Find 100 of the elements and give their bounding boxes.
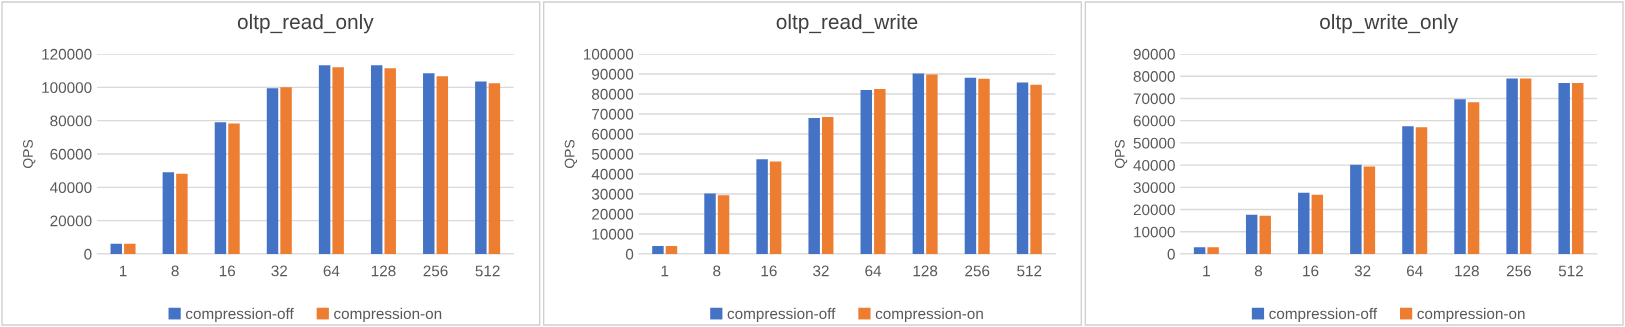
x-tick-label: 8 <box>713 265 721 277</box>
bar <box>228 123 240 254</box>
legend-label: compression-on <box>334 307 442 323</box>
bar <box>756 159 768 254</box>
y-tick-label: 100000 <box>42 82 92 94</box>
chart-title: oltp_write_only <box>1320 13 1459 34</box>
y-tick-label: 10000 <box>592 228 634 240</box>
chart-title: oltp_read_write <box>776 13 918 34</box>
bar <box>717 195 730 254</box>
y-tick-label: 70000 <box>592 108 634 120</box>
x-tick-label: 16 <box>761 265 777 277</box>
bar <box>1193 247 1206 254</box>
bar <box>1298 192 1310 254</box>
y-tick-label: 60000 <box>592 128 634 140</box>
bar <box>332 67 344 254</box>
y-tick-label: 20000 <box>1133 204 1175 216</box>
bar <box>769 161 782 254</box>
x-tick-label: 256 <box>965 265 990 277</box>
bar <box>1519 78 1532 254</box>
bar <box>1030 84 1042 254</box>
y-tick-label: 10000 <box>1134 226 1175 238</box>
bar <box>822 117 834 254</box>
bar <box>488 83 501 254</box>
bar <box>1259 215 1271 254</box>
y-tick-label: 30000 <box>591 188 634 200</box>
chart-title: oltp_read_only <box>237 13 374 34</box>
y-tick-label: 40000 <box>591 168 634 180</box>
x-tick-label: 512 <box>1017 265 1042 277</box>
x-tick-label: 64 <box>323 265 340 277</box>
legend-label: compression-off <box>727 307 836 323</box>
bar <box>1506 78 1518 254</box>
y-tick-label: 0 <box>1167 248 1175 260</box>
bar <box>926 74 938 254</box>
bar <box>423 73 435 254</box>
bar <box>1402 126 1414 254</box>
bar <box>110 243 122 254</box>
x-tick-label: 32 <box>271 265 288 277</box>
x-tick-label: 32 <box>1354 265 1371 277</box>
bar <box>704 193 716 254</box>
x-tick-label: 1 <box>119 265 127 277</box>
y-tick-label: 0 <box>625 248 634 260</box>
y-tick-label: 80000 <box>591 88 634 100</box>
y-tick-label: 30000 <box>1133 182 1175 194</box>
y-tick-label: 40000 <box>50 182 92 194</box>
x-tick-label: 512 <box>1558 265 1583 277</box>
y-tick-label: 90000 <box>1133 48 1175 60</box>
y-axis-title: QPS <box>23 139 36 169</box>
y-tick-label: 60000 <box>1133 115 1175 127</box>
y-tick-label: 50000 <box>1133 137 1175 149</box>
bar <box>1454 99 1466 254</box>
bar <box>860 90 872 254</box>
y-tick-label: 0 <box>84 248 92 260</box>
x-tick-label: 512 <box>475 265 500 277</box>
x-tick-label: 1 <box>1203 265 1210 277</box>
y-tick-label: 40000 <box>1133 159 1175 171</box>
bar <box>1467 102 1480 254</box>
y-tick-label: 20000 <box>50 215 92 227</box>
x-tick-label: 256 <box>423 265 448 277</box>
bar <box>912 73 925 254</box>
bar <box>874 89 886 254</box>
y-tick-label: 100000 <box>584 48 634 60</box>
bar <box>652 246 664 254</box>
legend-label: compression-on <box>875 307 983 323</box>
bar <box>1350 164 1362 254</box>
legend-label: compression-off <box>1269 307 1378 323</box>
y-axis-title: QPS <box>1114 139 1128 169</box>
y-tick-label: 20000 <box>592 208 634 220</box>
bar <box>475 81 487 254</box>
bar <box>1363 166 1376 254</box>
bar <box>1311 194 1324 254</box>
bar <box>1572 83 1584 254</box>
y-tick-label: 70000 <box>1133 93 1175 105</box>
legend-label: compression-on <box>1417 307 1525 323</box>
x-tick-label: 8 <box>1254 265 1263 277</box>
x-tick-label: 64 <box>865 265 882 277</box>
bar <box>280 87 292 254</box>
x-tick-label: 128 <box>1455 265 1479 277</box>
bar <box>1245 214 1258 254</box>
y-tick-label: 120000 <box>42 48 92 60</box>
bar <box>384 68 396 254</box>
y-tick-label: 80000 <box>50 115 92 127</box>
x-tick-label: 16 <box>219 265 236 277</box>
x-tick-label: 256 <box>1506 265 1531 277</box>
bar <box>1415 127 1428 254</box>
bar <box>266 88 279 254</box>
bar <box>1558 83 1570 254</box>
x-tick-label: 8 <box>171 265 179 277</box>
bar <box>370 65 383 254</box>
y-tick-label: 60000 <box>50 148 92 160</box>
y-axis-title: QPS <box>564 139 578 169</box>
bar <box>1016 82 1029 254</box>
x-tick-label: 128 <box>371 265 396 277</box>
x-tick-label: 16 <box>1303 265 1319 277</box>
x-tick-label: 128 <box>913 265 938 277</box>
bar <box>808 118 820 254</box>
bar <box>964 77 977 254</box>
y-tick-label: 90000 <box>592 68 634 80</box>
bar <box>318 65 331 254</box>
bar <box>978 78 990 254</box>
y-tick-label: 50000 <box>591 148 634 160</box>
